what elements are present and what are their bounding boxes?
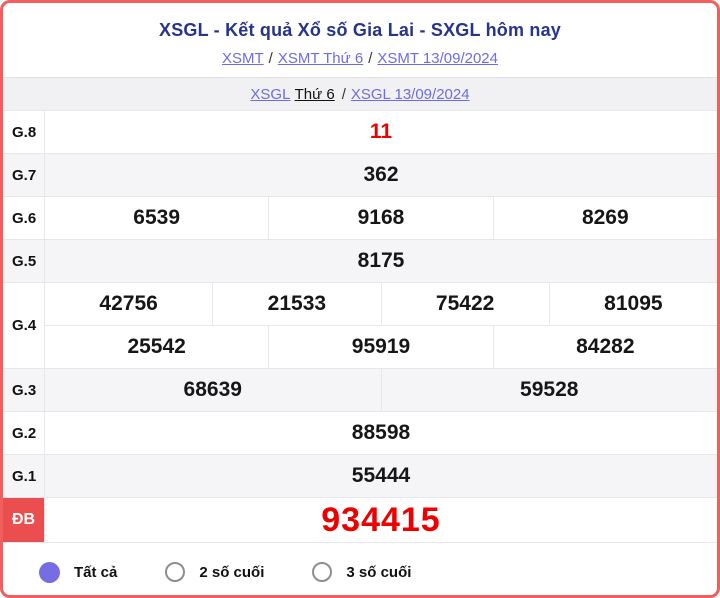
breadcrumb-separator: / — [341, 85, 346, 103]
breadcrumb-xsgl: XSGL Thứ 6 /XSGL 13/09/2024 — [3, 77, 717, 110]
radio-unselected-icon[interactable] — [312, 562, 333, 582]
prize-values-group: 88598 — [45, 412, 717, 454]
prize-number: 42756 — [99, 292, 158, 315]
prize-values-row: 68639 59528 — [45, 369, 717, 411]
prize-values-row: 25542 95919 84282 — [45, 325, 717, 368]
prize-number: 88598 — [351, 421, 411, 444]
prize-label: G.3 — [3, 369, 45, 411]
filter-option-2[interactable]: 2 số cuối — [165, 562, 264, 582]
breadcrumb-link-xsmt-thu6[interactable]: XSMT Thứ 6 — [277, 50, 364, 67]
prize-label: G.7 — [3, 154, 45, 196]
prize-number: 25542 — [127, 335, 186, 358]
radio-unselected-icon[interactable] — [165, 562, 186, 582]
prize-number: 8175 — [357, 249, 405, 272]
prize-values-row: 55444 — [45, 455, 717, 497]
prize-number: 81095 — [548, 283, 717, 325]
prize-label: G.8 — [3, 111, 45, 153]
prize-values-group: 68639 59528 — [45, 369, 717, 411]
prize-number: 11 — [369, 120, 393, 143]
prize-number: 95919 — [268, 326, 492, 368]
prize-number: 362 — [363, 163, 399, 186]
prize-number: 934415 — [321, 500, 441, 539]
prize-row-g4: G.4 42756 21533 75422 81095 25542 95919 84282 — [3, 282, 717, 368]
prize-number: 75422 — [380, 283, 549, 325]
prize-values-row: 6539 9168 8269 — [45, 197, 717, 239]
radio-selected-icon[interactable] — [39, 561, 60, 583]
filter-options: Tất cả 2 số cuối 3 số cuối — [3, 542, 717, 595]
prize-number: 55444 — [351, 464, 411, 487]
filter-option-label: Tất cả — [74, 563, 118, 581]
breadcrumb-separator: / — [268, 50, 273, 67]
prize-label: G.1 — [3, 455, 45, 497]
breadcrumb-link-xsgl-date[interactable]: XSGL 13/09/2024 — [350, 85, 470, 103]
prize-values-row: 42756 21533 75422 81095 — [45, 283, 717, 325]
prize-row-g1: G.1 55444 — [3, 454, 717, 497]
breadcrumb-link-xsgl[interactable]: XSGL — [250, 85, 291, 103]
filter-option-label: 3 số cuối — [346, 563, 412, 581]
prize-label: ĐB — [3, 498, 45, 542]
results-table: G.8 11 G.7 362 G.6 6539 9168 8269 G.5 8175 G.4 4275… — [3, 110, 717, 542]
prize-number: 84282 — [492, 326, 717, 368]
prize-values-group: 934415 — [45, 498, 717, 542]
prize-row-b: ĐB 934415 — [3, 497, 717, 542]
prize-values-group: 11 — [45, 111, 717, 153]
prize-row-g5: G.5 8175 — [3, 239, 717, 282]
prize-values-group: 55444 — [45, 455, 717, 497]
breadcrumb-link-xsmt[interactable]: XSMT — [221, 50, 264, 67]
prize-values-row: 88598 — [45, 412, 717, 454]
prize-row-g2: G.2 88598 — [3, 411, 717, 454]
filter-option-label: 2 số cuối — [199, 563, 265, 581]
prize-label: G.2 — [3, 412, 45, 454]
breadcrumb-separator: / — [368, 50, 373, 67]
prize-number: 9168 — [268, 197, 492, 239]
prize-values-group: 6539 9168 8269 — [45, 197, 717, 239]
prize-values-row: 8175 — [45, 240, 717, 282]
prize-number: 6539 — [133, 206, 181, 229]
page-title: XSGL - Kết quả Xổ số Gia Lai - SXGL hôm … — [158, 20, 561, 40]
prize-label: G.5 — [3, 240, 45, 282]
prize-number: 59528 — [380, 369, 718, 411]
prize-values-row: 362 — [45, 154, 717, 196]
prize-label: G.6 — [3, 197, 45, 239]
filter-option-1[interactable]: Tất cả — [39, 561, 118, 583]
filter-option-3[interactable]: 3 số cuối — [312, 562, 411, 582]
prize-values-group: 42756 21533 75422 81095 25542 95919 84282 — [45, 283, 717, 368]
prize-row-g8: G.8 11 — [3, 110, 717, 153]
prize-values-group: 8175 — [45, 240, 717, 282]
prize-row-g6: G.6 6539 9168 8269 — [3, 196, 717, 239]
prize-values-row: 11 — [45, 111, 717, 153]
prize-values-group: 362 — [45, 154, 717, 196]
prize-number: 8269 — [492, 197, 717, 239]
prize-row-g3: G.3 68639 59528 — [3, 368, 717, 411]
prize-row-g7: G.7 362 — [3, 153, 717, 196]
prize-label: G.4 — [3, 283, 45, 368]
breadcrumb-text-thu6: Thứ 6 — [294, 85, 335, 103]
prize-number: 68639 — [183, 378, 242, 401]
breadcrumb-xsmt: XSMT / XSMT Thứ 6/XSMT 13/09/2024 — [3, 50, 717, 67]
prize-number: 21533 — [212, 283, 380, 325]
breadcrumb-link-xsmt-date[interactable]: XSMT 13/09/2024 — [377, 50, 498, 67]
prize-values-row: 934415 — [45, 498, 717, 542]
